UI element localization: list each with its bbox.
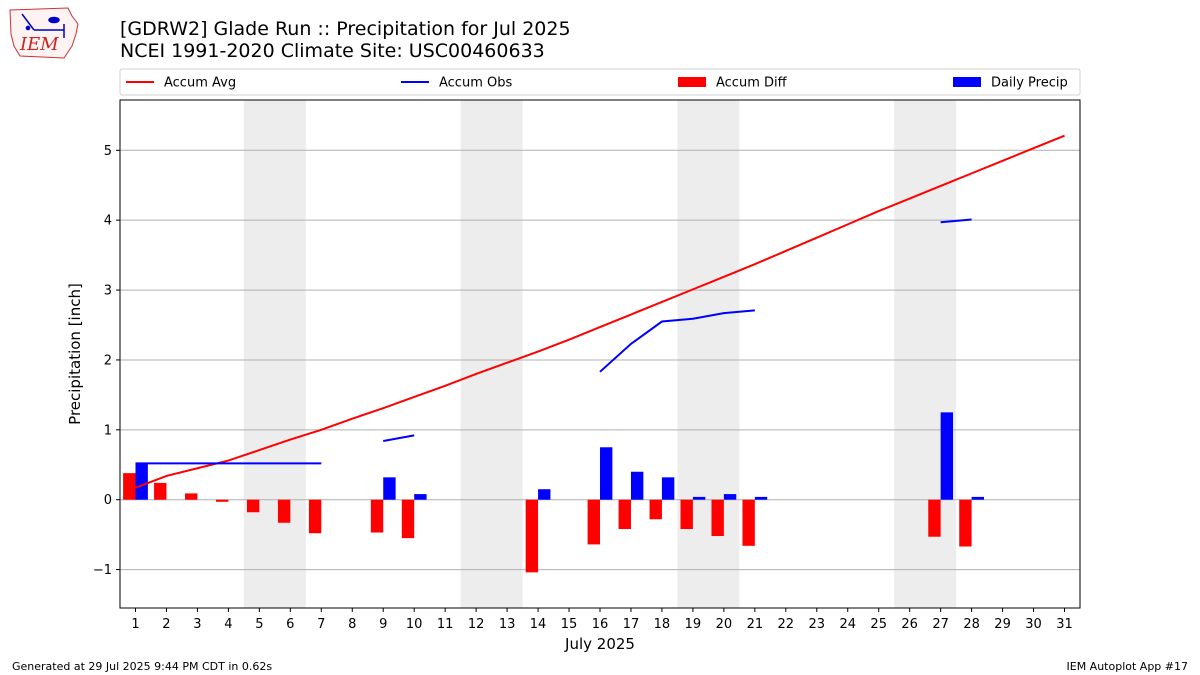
iem-logo: IEM bbox=[9, 7, 79, 59]
x-tick-label: 30 bbox=[1025, 617, 1042, 632]
accum-diff-bar bbox=[308, 499, 322, 534]
daily-precip-bar bbox=[630, 471, 644, 500]
legend-diff-label: Accum Diff bbox=[716, 76, 788, 91]
x-tick-label: 28 bbox=[963, 617, 980, 632]
legend-diff-swatch bbox=[678, 77, 706, 87]
legend: Accum Avg Accum Obs Accum Diff Daily Pre… bbox=[119, 68, 1081, 96]
legend-avg-label: Accum Avg bbox=[164, 76, 236, 91]
daily-precip-bar bbox=[600, 447, 613, 500]
x-tick-label: 18 bbox=[654, 617, 671, 632]
y-tick-label: 0 bbox=[104, 493, 112, 508]
x-tick-label: 7 bbox=[317, 617, 325, 632]
accum-diff-bar bbox=[649, 499, 662, 520]
daily-precip-bar bbox=[723, 494, 737, 500]
accum-diff-bar bbox=[525, 499, 539, 573]
legend-daily-swatch bbox=[953, 77, 981, 87]
x-tick-label: 2 bbox=[162, 617, 170, 632]
y-tick-label: 3 bbox=[104, 284, 112, 299]
accum-diff-bar bbox=[711, 499, 724, 537]
x-tick-label: 23 bbox=[809, 617, 826, 632]
accum-diff-bar bbox=[928, 499, 941, 537]
lines bbox=[135, 134, 1065, 489]
accum-obs-line bbox=[599, 309, 755, 373]
accum-diff-bar bbox=[246, 499, 260, 513]
x-tick-label: 4 bbox=[224, 617, 232, 632]
bars bbox=[123, 412, 984, 573]
x-tick-label: 1 bbox=[131, 617, 139, 632]
x-tick-label: 3 bbox=[193, 617, 201, 632]
x-tick-label: 27 bbox=[932, 617, 949, 632]
x-tick-label: 31 bbox=[1056, 617, 1073, 632]
x-axis: 1 2 3 4 5 6 7 8 9 10 11 12 13 14 15 16 17 18 19 20 21 22 23 24 2… bbox=[131, 608, 1073, 632]
y-axis-label: Precipitation [inch] bbox=[66, 283, 84, 425]
x-tick-label: 24 bbox=[839, 617, 856, 632]
legend-daily-label: Daily Precip bbox=[991, 76, 1068, 91]
x-tick-label: 22 bbox=[778, 617, 795, 632]
app-note: IEM Autoplot App #17 bbox=[1066, 660, 1189, 673]
x-tick-label: 13 bbox=[499, 617, 516, 632]
accum-diff-bar bbox=[680, 499, 693, 530]
daily-precip-bar bbox=[538, 489, 551, 500]
accum-diff-bar bbox=[123, 473, 136, 500]
weekend-band bbox=[894, 100, 957, 608]
y-tick-label: 2 bbox=[104, 353, 112, 368]
y-tick-label: 1 bbox=[104, 423, 112, 438]
accum-diff-bar bbox=[401, 499, 415, 539]
x-tick-label: 15 bbox=[561, 617, 578, 632]
y-tick-label: 5 bbox=[104, 144, 112, 159]
x-tick-label: 20 bbox=[716, 617, 733, 632]
generated-note: Generated at 29 Jul 2025 9:44 PM CDT in … bbox=[12, 660, 273, 673]
x-tick-label: 17 bbox=[623, 617, 640, 632]
legend-obs-label: Accum Obs bbox=[439, 76, 512, 91]
accum-avg-line bbox=[135, 134, 1065, 489]
x-tick-label: 25 bbox=[870, 617, 887, 632]
weather-station-icon bbox=[21, 13, 65, 38]
x-tick-label: 9 bbox=[379, 617, 387, 632]
weekend-band bbox=[460, 100, 523, 608]
y-tick-label: −1 bbox=[93, 563, 112, 578]
weekend-band bbox=[243, 100, 306, 608]
x-tick-label: 10 bbox=[406, 617, 423, 632]
accum-diff-bar bbox=[216, 499, 229, 502]
logo-text: IEM bbox=[19, 34, 59, 55]
accum-diff-bar bbox=[154, 482, 167, 500]
x-axis-label: July 2025 bbox=[564, 635, 635, 653]
legend-frame bbox=[119, 68, 1081, 96]
x-tick-label: 26 bbox=[901, 617, 918, 632]
accum-diff-bar bbox=[185, 493, 198, 500]
weekend-band bbox=[677, 100, 740, 608]
x-tick-label: 14 bbox=[530, 617, 547, 632]
daily-precip-bar bbox=[940, 412, 954, 500]
x-tick-label: 21 bbox=[747, 617, 764, 632]
daily-precip-bar bbox=[383, 477, 396, 500]
x-tick-label: 8 bbox=[348, 617, 356, 632]
chart-title: [GDRW2] Glade Run :: Precipitation for J… bbox=[120, 18, 571, 40]
daily-precip-bar bbox=[414, 494, 427, 500]
daily-precip-bar bbox=[692, 496, 706, 500]
daily-precip-bar bbox=[135, 463, 148, 500]
x-tick-label: 12 bbox=[468, 617, 485, 632]
weekend-shading bbox=[243, 100, 957, 608]
x-tick-label: 19 bbox=[685, 617, 702, 632]
accum-diff-bar bbox=[959, 499, 972, 547]
accum-diff-bar bbox=[277, 499, 291, 523]
accum-diff-bar bbox=[742, 499, 755, 546]
daily-precip-bar bbox=[971, 496, 984, 500]
x-tick-label: 6 bbox=[286, 617, 294, 632]
daily-precip-bar bbox=[754, 496, 768, 500]
accum-diff-bar bbox=[370, 499, 384, 533]
x-tick-label: 5 bbox=[255, 617, 263, 632]
x-tick-label: 16 bbox=[592, 617, 609, 632]
accum-diff-bar bbox=[587, 499, 600, 545]
y-tick-label: 4 bbox=[104, 214, 112, 229]
x-tick-label: 11 bbox=[437, 617, 454, 632]
accum-diff-bar bbox=[618, 499, 631, 530]
chart-subtitle: NCEI 1991-2020 Climate Site: USC00460633 bbox=[120, 40, 545, 62]
x-tick-label: 29 bbox=[994, 617, 1011, 632]
accum-obs-line bbox=[383, 434, 415, 442]
daily-precip-bar bbox=[661, 477, 675, 500]
accum-obs-line bbox=[940, 218, 972, 224]
y-axis: −1 0 1 2 3 4 5 bbox=[93, 144, 120, 578]
